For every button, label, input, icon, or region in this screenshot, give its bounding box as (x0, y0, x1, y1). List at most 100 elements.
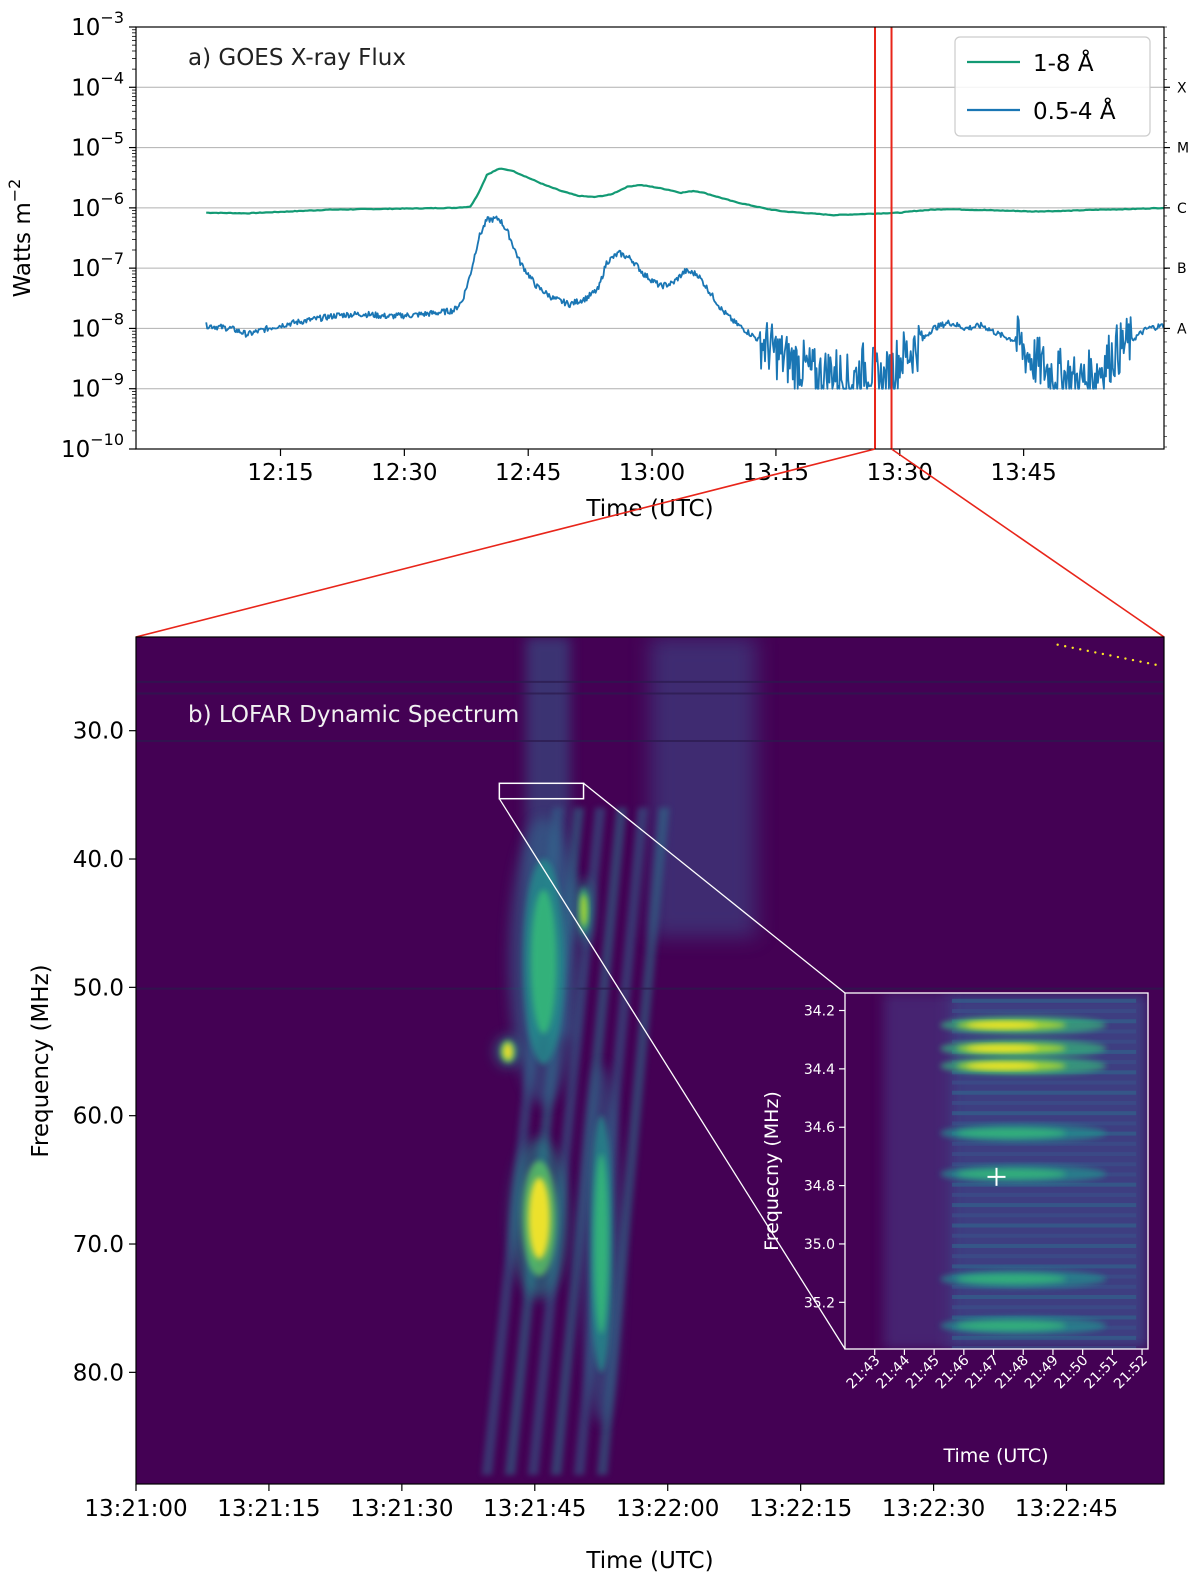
y-axis-label: Frequency (MHz) (28, 964, 54, 1157)
x-axis-label: Time (UTC) (585, 1548, 713, 1574)
inset-x-axis-label: Time (UTC) (942, 1445, 1048, 1467)
x-tick-label: 13:22:30 (882, 1496, 985, 1522)
inset-frame (844, 992, 1149, 1350)
plot-frame (135, 26, 1165, 450)
speckle (1063, 645, 1067, 648)
striation (951, 1295, 1137, 1300)
flare-class-label: M (1177, 141, 1189, 157)
striation (951, 1090, 1137, 1095)
inset-y-tick-label: 35.0 (804, 1237, 835, 1253)
band-mid (956, 1320, 1067, 1331)
y-tick-label: 50.0 (73, 975, 124, 1001)
drift-strip (527, 807, 606, 1476)
y-tick-label: 80.0 (73, 1360, 124, 1386)
striation (951, 1141, 1137, 1146)
inset-y-tick-label: 34.8 (804, 1179, 835, 1195)
x-tick-label: 13:00 (619, 460, 685, 486)
band-core (966, 1022, 1039, 1029)
inset-y-tick-label: 34.6 (804, 1120, 835, 1136)
striation (951, 1305, 1137, 1310)
band-core (966, 1062, 1039, 1069)
position-marker (987, 1167, 1006, 1186)
striation (951, 1233, 1137, 1238)
burst-core (530, 889, 557, 1034)
speckle (1086, 649, 1089, 653)
inset-y-tick-label: 34.4 (804, 1062, 835, 1078)
x-tick-label: 13:22:15 (749, 1496, 852, 1522)
striation (951, 1100, 1137, 1105)
inset-y-axis-label: Frequecny (MHz) (761, 1091, 783, 1251)
flare-class-label: B (1177, 261, 1187, 277)
striation (951, 1182, 1137, 1187)
x-tick-label: 12:15 (247, 460, 313, 486)
striation (951, 1152, 1137, 1157)
band-mid (956, 1128, 1067, 1139)
legend: 1-8 Å 0.5-4 Å (954, 36, 1151, 137)
x-tick-label: 13:15 (743, 460, 809, 486)
x-tick-label: 13:22:45 (1015, 1496, 1118, 1522)
connector-line (135, 448, 876, 638)
x-ticks: 13:21:00 13:21:15 13:21:30 13:21:45 13:22:00… (84, 1484, 1118, 1522)
inset-connector (583, 782, 846, 994)
flare-class-label: A (1177, 321, 1187, 337)
y-tick-label: 10−5 (71, 129, 124, 162)
striation (951, 1162, 1137, 1167)
burst-core (528, 1177, 550, 1259)
speckle (1094, 651, 1097, 654)
diffuse-emission (650, 637, 757, 937)
inset-emission (883, 993, 952, 1349)
speckle (1071, 646, 1074, 649)
flare-class-axis: X M C B A (1164, 26, 1189, 448)
y-tick-label: 30.0 (73, 719, 124, 745)
y-tick-label: 40.0 (73, 847, 124, 873)
x-tick-label: 12:30 (371, 460, 437, 486)
speckle (1079, 648, 1082, 651)
highlight-window (874, 27, 893, 449)
plot-frame (135, 636, 1165, 1485)
inset-connector (498, 798, 846, 1350)
speckle (1139, 660, 1142, 663)
speckle (1109, 654, 1112, 657)
x-tick-label: 13:22:00 (616, 1496, 719, 1522)
y-ticks: 10−10 10−9 10−8 10−7 10−6 10−5 10−4 10−3 (61, 8, 136, 463)
band-mid (956, 1168, 1067, 1179)
burst-core (503, 1043, 514, 1060)
zoom-rect (498, 782, 585, 800)
y-tick-label: 60.0 (73, 1104, 124, 1130)
inset-y-tick-label: 35.2 (804, 1295, 835, 1311)
x-tick-label: 13:21:15 (217, 1496, 320, 1522)
striation (951, 1223, 1137, 1228)
striation (951, 1121, 1137, 1126)
band-core (966, 1045, 1039, 1052)
striation (951, 1080, 1137, 1085)
y-ticks: 30.0 40.0 50.0 60.0 70.0 80.0 (73, 719, 136, 1386)
x-tick-label: 12:45 (495, 460, 561, 486)
x-tick-label: 13:30 (867, 460, 933, 486)
flare-class-label: X (1177, 80, 1187, 96)
burst-core (579, 894, 588, 927)
striation (951, 1213, 1137, 1218)
speckle (1131, 658, 1135, 662)
zoom-inset-panel: 34.234.434.634.835.035.2 21:4321:4421:45… (761, 992, 1151, 1467)
speckle (1101, 652, 1105, 656)
y-tick-label: 10−10 (61, 430, 124, 463)
zoom-region-box (498, 782, 846, 1350)
y-tick-label: 10−7 (71, 249, 124, 282)
striation (951, 1243, 1137, 1248)
speckle (1056, 643, 1059, 646)
striation (951, 1264, 1137, 1269)
y-tick-label: 10−8 (71, 309, 124, 342)
striation (951, 1335, 1137, 1340)
x-tick-label: 13:21:30 (350, 1496, 453, 1522)
inset-y-ticks: 34.2 34.4 34.6 34.8 35.0 35.2 (804, 1004, 845, 1311)
y-tick-label: 10−3 (71, 8, 124, 41)
y-axis-label: Watts m−2 (5, 179, 36, 298)
striation (951, 1009, 1137, 1014)
grid-lines (136, 86, 1164, 390)
striation (951, 1203, 1137, 1208)
flux-series-line (205, 215, 1164, 390)
legend-label: 1-8 Å (1033, 49, 1094, 77)
speckle (1146, 661, 1150, 665)
